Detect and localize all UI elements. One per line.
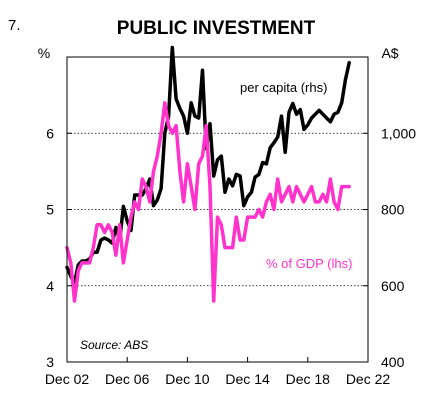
x-tick-label: Dec 18 bbox=[286, 371, 331, 387]
series-line-gdp-share bbox=[65, 101, 351, 303]
x-tick-label: Dec 06 bbox=[105, 371, 150, 387]
left-tick-label: 5 bbox=[46, 202, 54, 218]
source-note: Source: ABS bbox=[80, 338, 148, 352]
chart-number: 7. bbox=[8, 17, 21, 34]
right-tick-label: 400 bbox=[381, 354, 405, 370]
x-tick-label: Dec 10 bbox=[165, 371, 210, 387]
left-tick-label: 6 bbox=[46, 125, 54, 141]
series-label-per-capita: per capita (rhs) bbox=[240, 80, 327, 95]
series-label-gdp-share: % of GDP (lhs) bbox=[266, 256, 352, 271]
left-axis: 3 4 5 6 bbox=[46, 125, 72, 370]
right-tick-label: 600 bbox=[381, 278, 405, 294]
chart-title: PUBLIC INVESTMENT bbox=[117, 18, 316, 39]
left-axis-unit: % bbox=[38, 45, 50, 61]
left-tick-label: 3 bbox=[46, 354, 54, 370]
right-tick-label: 1,000 bbox=[381, 125, 416, 141]
gridlines bbox=[67, 132, 368, 287]
x-axis: Dec 02 Dec 06 Dec 10 Dec 14 Dec 18 Dec 22 bbox=[45, 357, 391, 387]
right-axis: 400 600 800 1,000 bbox=[363, 125, 416, 370]
right-tick-label: 800 bbox=[381, 202, 405, 218]
right-axis-unit: A$ bbox=[381, 45, 398, 61]
left-tick-label: 4 bbox=[46, 278, 54, 294]
series-lines bbox=[65, 45, 351, 303]
x-tick-label: Dec 02 bbox=[45, 371, 90, 387]
x-tick-label: Dec 22 bbox=[346, 371, 391, 387]
x-tick-label: Dec 14 bbox=[225, 371, 270, 387]
